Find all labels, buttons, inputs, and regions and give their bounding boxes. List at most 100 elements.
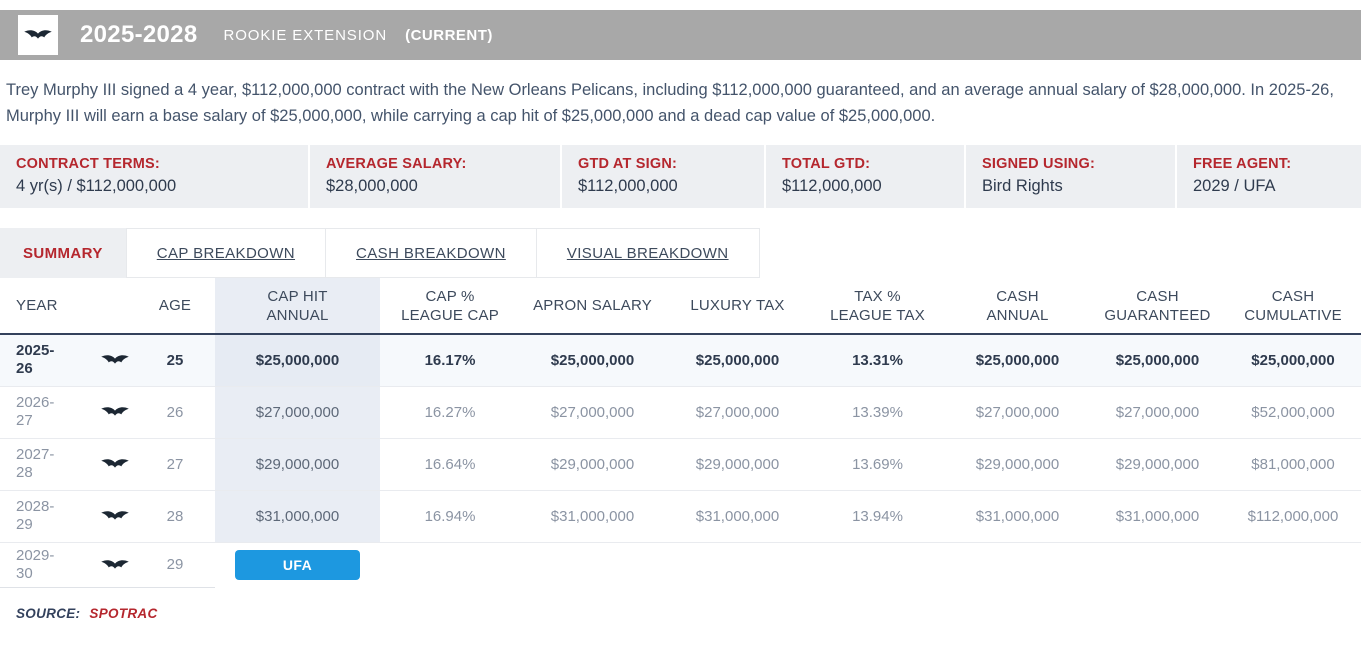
apron-salary-cell: $25,000,000 (520, 334, 665, 387)
tab-visual-breakdown[interactable]: VISUAL BREAKDOWN (536, 228, 760, 278)
team-logo-cell (95, 438, 135, 491)
year-cell: 2027-28 (0, 438, 95, 491)
luxury-tax-cell: $31,000,000 (665, 490, 810, 543)
ufa-badge-button[interactable]: UFA (235, 549, 360, 580)
pelicans-logo-icon[interactable] (100, 406, 130, 419)
contract-terms-bar: CONTRACT TERMS: 4 yr(s) / $112,000,000 A… (0, 145, 1361, 208)
year-cell: 2028-29 (0, 490, 95, 543)
cap-hit-cell: $25,000,000 (215, 334, 380, 387)
team-logo-box (18, 15, 58, 55)
apron-salary-cell: $27,000,000 (520, 386, 665, 439)
cash-guaranteed-cell: $31,000,000 (1090, 490, 1225, 543)
source-spotrac-link[interactable]: SPOTRAC (89, 605, 158, 621)
col-header-year: YEAR (0, 278, 95, 335)
team-logo-cell (95, 386, 135, 439)
luxury-tax-cell (665, 542, 810, 587)
table-row-2028-29: 2028-29 28 $31,000,000 16.94% $31,000,00… (0, 490, 1361, 543)
table-row-2029-30: 2029-30 29 UFA (0, 542, 1361, 588)
term-value: 2029 / UFA (1193, 177, 1276, 195)
team-logo-cell (95, 334, 135, 387)
source-line: SOURCE: SPOTRAC (16, 606, 1361, 621)
term-label: TOTAL GTD: (782, 156, 871, 172)
cash-annual-cell: $31,000,000 (945, 490, 1090, 543)
age-cell: 29 (135, 542, 215, 588)
cash-guaranteed-cell: $29,000,000 (1090, 438, 1225, 491)
contract-summary-table: YEAR AGE CAP HIT ANNUAL CAP % LEAGUE CAP A… (0, 278, 1361, 588)
tab-summary[interactable]: SUMMARY (0, 228, 126, 278)
cash-cumulative-cell: $112,000,000 (1225, 490, 1361, 543)
year-cell: 2025-26 (0, 334, 95, 387)
free-agency-cell: UFA (215, 542, 380, 587)
cap-pct-cell: 16.64% (380, 438, 520, 491)
term-label: AVERAGE SALARY: (326, 156, 467, 172)
team-logo-cell (95, 542, 135, 588)
col-header-cash-cumulative: CASH CUMULATIVE (1225, 278, 1361, 335)
tab-cap-breakdown[interactable]: CAP BREAKDOWN (125, 228, 327, 278)
cap-pct-cell: 16.94% (380, 490, 520, 543)
cash-annual-cell (945, 542, 1090, 587)
table-row-2027-28: 2027-28 27 $29,000,000 16.64% $29,000,00… (0, 438, 1361, 491)
pelicans-logo-icon[interactable] (100, 559, 130, 572)
age-cell: 27 (135, 438, 215, 491)
apron-salary-cell: $29,000,000 (520, 438, 665, 491)
tax-pct-cell: 13.69% (810, 438, 945, 491)
pelicans-logo-icon[interactable] (100, 458, 130, 471)
cash-cumulative-cell (1225, 542, 1361, 587)
pelicans-logo-icon[interactable] (100, 510, 130, 523)
cash-cumulative-cell: $52,000,000 (1225, 386, 1361, 439)
cash-annual-cell: $27,000,000 (945, 386, 1090, 439)
team-logo-cell (95, 490, 135, 543)
cash-annual-cell: $25,000,000 (945, 334, 1090, 387)
contract-title-bar: 2025-2028 ROOKIE EXTENSION (CURRENT) (0, 10, 1361, 60)
col-header-cap-hit: CAP HIT ANNUAL (215, 278, 380, 335)
col-header-apron-salary: APRON SALARY (520, 278, 665, 335)
term-label: GTD AT SIGN: (578, 156, 678, 172)
col-header-team (95, 278, 135, 335)
year-cell: 2029-30 (0, 542, 95, 588)
age-cell: 28 (135, 490, 215, 543)
table-row-2025-26: 2025-26 25 $25,000,000 16.17% $25,000,00… (0, 334, 1361, 387)
table-header-row: YEAR AGE CAP HIT ANNUAL CAP % LEAGUE CAP A… (0, 278, 1361, 335)
tax-pct-cell (810, 542, 945, 587)
term-label: CONTRACT TERMS: (16, 156, 160, 172)
col-header-age: AGE (135, 278, 215, 335)
tab-cash-breakdown[interactable]: CASH BREAKDOWN (326, 228, 537, 278)
term-value: $112,000,000 (578, 177, 678, 195)
apron-salary-cell: $31,000,000 (520, 490, 665, 543)
term-free-agent: FREE AGENT: 2029 / UFA (1175, 145, 1361, 208)
contract-status-badge: (CURRENT) (405, 26, 493, 44)
term-gtd-at-sign: GTD AT SIGN: $112,000,000 (560, 145, 764, 208)
cap-pct-cell (380, 542, 520, 587)
pelicans-logo-icon[interactable] (100, 354, 130, 367)
term-value: Bird Rights (982, 177, 1063, 195)
col-header-cap-pct: CAP % LEAGUE CAP (380, 278, 520, 335)
cap-hit-cell: $31,000,000 (215, 490, 380, 543)
cap-pct-cell: 16.27% (380, 386, 520, 439)
term-value: $112,000,000 (782, 177, 882, 195)
tax-pct-cell: 13.94% (810, 490, 945, 543)
cap-hit-cell: $27,000,000 (215, 386, 380, 439)
age-cell: 26 (135, 386, 215, 439)
source-label: SOURCE: (16, 605, 81, 621)
term-label: FREE AGENT: (1193, 156, 1292, 172)
col-header-cash-annual: CASH ANNUAL (945, 278, 1090, 335)
pelicans-logo-icon (24, 29, 52, 39)
cash-guaranteed-cell: $25,000,000 (1090, 334, 1225, 387)
luxury-tax-cell: $29,000,000 (665, 438, 810, 491)
cash-cumulative-cell: $81,000,000 (1225, 438, 1361, 491)
cap-pct-cell: 16.17% (380, 334, 520, 387)
term-signed-using: SIGNED USING: Bird Rights (964, 145, 1175, 208)
contract-years-title: 2025-2028 (80, 21, 198, 48)
breakdown-tab-bar: SUMMARY CAP BREAKDOWN CASH BREAKDOWN VIS… (0, 228, 1361, 278)
term-value: $28,000,000 (326, 177, 418, 195)
apron-salary-cell (520, 542, 665, 587)
year-cell: 2026-27 (0, 386, 95, 439)
luxury-tax-cell: $25,000,000 (665, 334, 810, 387)
table-row-2026-27: 2026-27 26 $27,000,000 16.27% $27,000,00… (0, 386, 1361, 439)
term-average-salary: AVERAGE SALARY: $28,000,000 (308, 145, 560, 208)
term-contract-terms: CONTRACT TERMS: 4 yr(s) / $112,000,000 (0, 145, 308, 208)
cash-guaranteed-cell: $27,000,000 (1090, 386, 1225, 439)
term-label: SIGNED USING: (982, 156, 1095, 172)
tax-pct-cell: 13.31% (810, 334, 945, 387)
cash-cumulative-cell: $25,000,000 (1225, 334, 1361, 387)
